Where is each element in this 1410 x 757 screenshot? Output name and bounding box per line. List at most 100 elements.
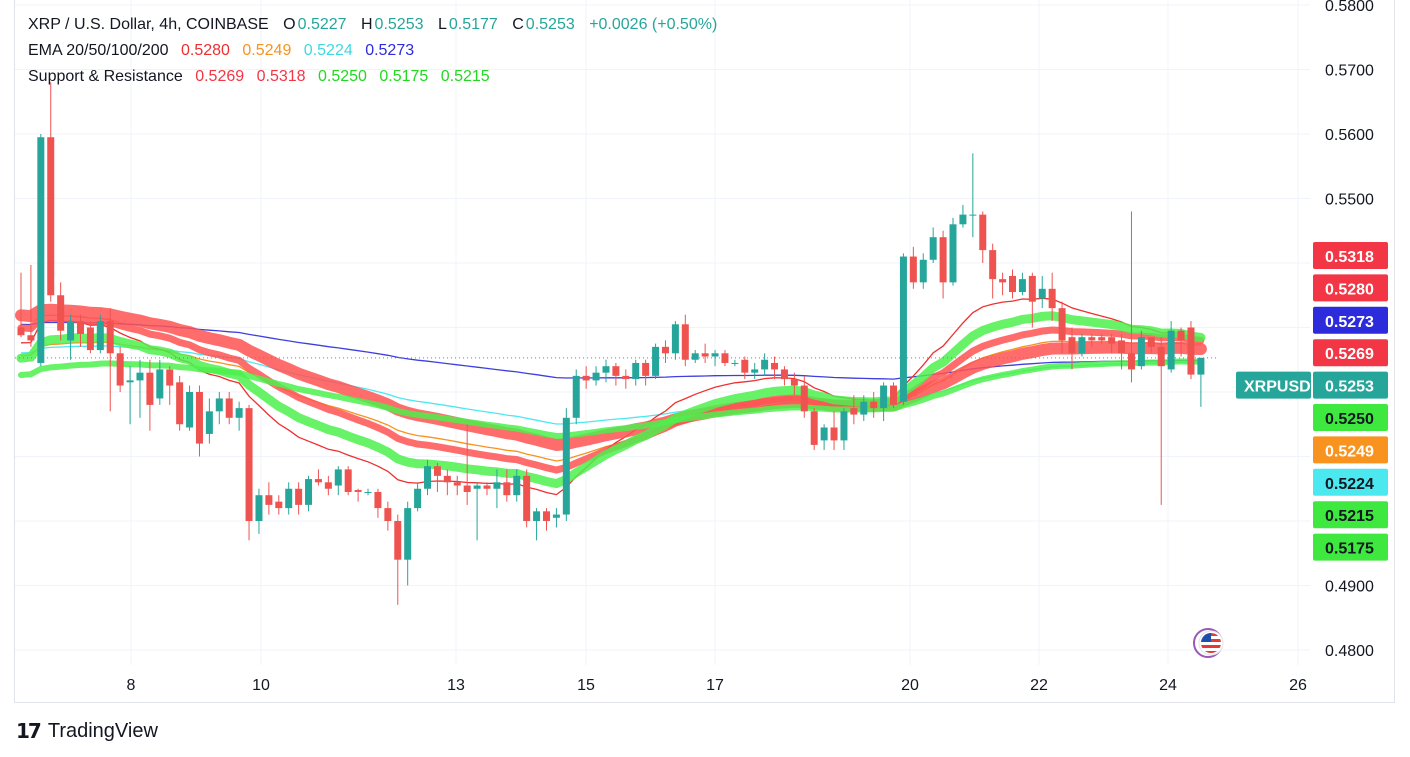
candle-body — [57, 295, 65, 331]
candle-body — [156, 369, 164, 399]
candle-body — [275, 501, 283, 509]
candle — [691, 350, 699, 363]
candle — [572, 369, 580, 425]
candle-body — [295, 488, 303, 505]
candle-body — [1009, 275, 1016, 293]
candle-body — [592, 372, 600, 381]
us-flag-icon[interactable] — [1193, 628, 1224, 658]
candle-body — [949, 224, 957, 283]
candle-body — [424, 466, 432, 489]
candle-body — [622, 375, 630, 380]
candle — [116, 346, 124, 392]
legend-support-resistance[interactable]: Support & Resistance 0.5269 0.5318 0.525… — [28, 68, 492, 86]
price-tag: 0.5249 — [1313, 436, 1388, 464]
tradingview-logo[interactable]: 17 TradingView — [16, 719, 158, 743]
candle — [37, 134, 45, 367]
candle — [850, 395, 858, 425]
candle-body — [552, 514, 560, 518]
candle — [473, 482, 481, 541]
candle-body — [880, 385, 888, 409]
symbol-title[interactable]: XRP / U.S. Dollar, 4h, COINBASE — [28, 16, 269, 33]
candle-body — [27, 335, 35, 341]
price-tag-bg — [1313, 501, 1388, 529]
price-chart[interactable]: 0.58000.57000.56000.55000.50000.49000.48… — [0, 0, 1410, 703]
candle — [761, 353, 769, 376]
ema-label: EMA 20/50/100/200 — [28, 42, 169, 59]
candle — [1038, 275, 1046, 309]
open-label: O — [283, 16, 296, 33]
candle — [622, 369, 630, 389]
candle — [1108, 333, 1116, 354]
candle-body — [384, 508, 392, 521]
candle — [1028, 272, 1036, 328]
candle-body — [136, 372, 144, 381]
candle — [771, 356, 779, 380]
low-label: L — [437, 16, 447, 33]
candle — [721, 350, 729, 367]
chart-panel[interactable] — [14, 0, 1395, 703]
candle-body — [939, 237, 947, 283]
price-tick-label: 0.4900 — [1325, 579, 1374, 596]
candle — [780, 366, 788, 386]
candle-body — [731, 362, 739, 364]
candle — [463, 424, 471, 505]
price-tag-label: 0.5318 — [1325, 249, 1374, 266]
time-tick-label: 8 — [127, 677, 136, 694]
candle-body — [1127, 353, 1135, 370]
price-tag-bg — [1313, 404, 1388, 431]
tradingview-mark-icon: 17 — [16, 719, 42, 743]
candle-body — [1078, 337, 1086, 354]
candle-body — [652, 346, 660, 376]
price-tag-bg — [1313, 436, 1388, 464]
legend-ema[interactable]: EMA 20/50/100/200 0.5280 0.5249 0.5224 0… — [28, 42, 416, 60]
candle — [255, 488, 263, 534]
candle-body — [562, 417, 570, 515]
symbol-price-tag: XRPUSD — [1236, 371, 1311, 399]
candle-body — [642, 362, 650, 376]
candle — [1009, 269, 1016, 299]
candle-body — [840, 411, 848, 441]
candle — [374, 488, 382, 518]
price-tag-bg — [1313, 371, 1388, 399]
price-tag-label: 0.5280 — [1325, 281, 1374, 298]
candle-body — [899, 256, 907, 402]
candle-body — [37, 137, 45, 363]
candle-body — [790, 379, 798, 386]
time-tick-label: 15 — [577, 677, 595, 694]
sr-value-1: 0.5269 — [195, 68, 245, 85]
candle-body — [800, 385, 808, 412]
ema200-line — [20, 321, 1201, 380]
candle-body — [1038, 288, 1046, 299]
resistance-band-main — [15, 303, 1207, 451]
candle-body — [324, 482, 332, 489]
candle — [493, 469, 501, 509]
price-tag: 0.5215 — [1313, 501, 1388, 529]
candle-body — [721, 353, 729, 363]
candle-body — [1167, 330, 1175, 370]
price-tag: 0.5224 — [1313, 468, 1388, 496]
candle — [305, 475, 313, 512]
candle-body — [374, 491, 382, 509]
symbol-tag-label: XRPUSD — [1244, 379, 1311, 396]
candle-body — [1157, 346, 1165, 367]
candle-body — [493, 482, 501, 489]
candle — [523, 469, 531, 528]
candle — [919, 253, 927, 289]
candle — [1078, 333, 1086, 357]
candle-body — [771, 362, 779, 370]
candle-body — [929, 237, 937, 260]
candle-body — [106, 321, 114, 354]
time-tick-label: 24 — [1159, 677, 1177, 694]
high-label: H — [360, 16, 373, 33]
sr-value-2: 0.5318 — [256, 68, 306, 85]
candle-body — [245, 408, 253, 521]
candle-body — [969, 214, 977, 216]
time-tick-label: 22 — [1030, 677, 1048, 694]
candle — [790, 372, 798, 396]
candle-body — [305, 479, 313, 505]
candle — [47, 82, 55, 302]
candle — [949, 217, 957, 286]
price-tag: 0.5253 — [1313, 371, 1388, 399]
candle — [205, 398, 213, 444]
candle — [929, 227, 937, 263]
